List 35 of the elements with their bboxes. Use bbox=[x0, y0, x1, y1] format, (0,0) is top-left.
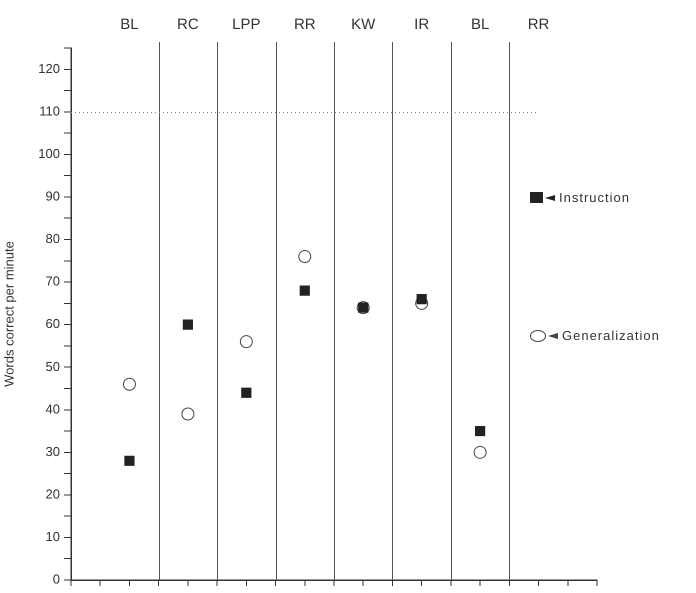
x-tick-label: RC bbox=[177, 16, 199, 34]
y-tick-label: 30 bbox=[46, 444, 60, 459]
y-tick-label: 20 bbox=[46, 486, 60, 502]
legend-label: Generalization bbox=[562, 328, 660, 343]
y-tick-label: 90 bbox=[46, 188, 60, 204]
point bbox=[181, 408, 194, 421]
legend-label: Instruction bbox=[559, 190, 630, 205]
x-tick-label: RR bbox=[528, 16, 550, 34]
point bbox=[240, 335, 253, 348]
y-tick-label: 70 bbox=[46, 274, 60, 289]
y-tick-label: 60 bbox=[46, 316, 60, 332]
point bbox=[474, 446, 487, 459]
y-tick-label: 80 bbox=[46, 231, 60, 246]
point bbox=[298, 250, 312, 264]
y-tick-label: 10 bbox=[46, 529, 60, 544]
x-tick-label: KW bbox=[351, 16, 376, 34]
x-tick-label: BL bbox=[470, 16, 490, 34]
point bbox=[122, 378, 136, 391]
y-tick-label: 0 bbox=[52, 572, 60, 587]
x-tick-label: RR bbox=[294, 16, 316, 34]
point bbox=[416, 294, 427, 304]
y-tick-label: 120 bbox=[38, 60, 60, 76]
y-tick-label: 50 bbox=[46, 358, 60, 374]
point bbox=[241, 388, 252, 398]
x-tick-label: LPP bbox=[232, 16, 261, 34]
y-axis-title: Words correct per minute bbox=[1, 241, 16, 387]
point bbox=[475, 426, 486, 436]
x-tick-label: BL bbox=[120, 16, 139, 34]
point bbox=[300, 285, 310, 296]
y-tick-label: 40 bbox=[46, 401, 60, 416]
point bbox=[182, 320, 193, 330]
y-tick-label: 100 bbox=[38, 146, 60, 161]
point bbox=[124, 456, 135, 466]
y-tick-label: 110 bbox=[39, 103, 60, 118]
x-tick-label: IR bbox=[414, 16, 430, 34]
